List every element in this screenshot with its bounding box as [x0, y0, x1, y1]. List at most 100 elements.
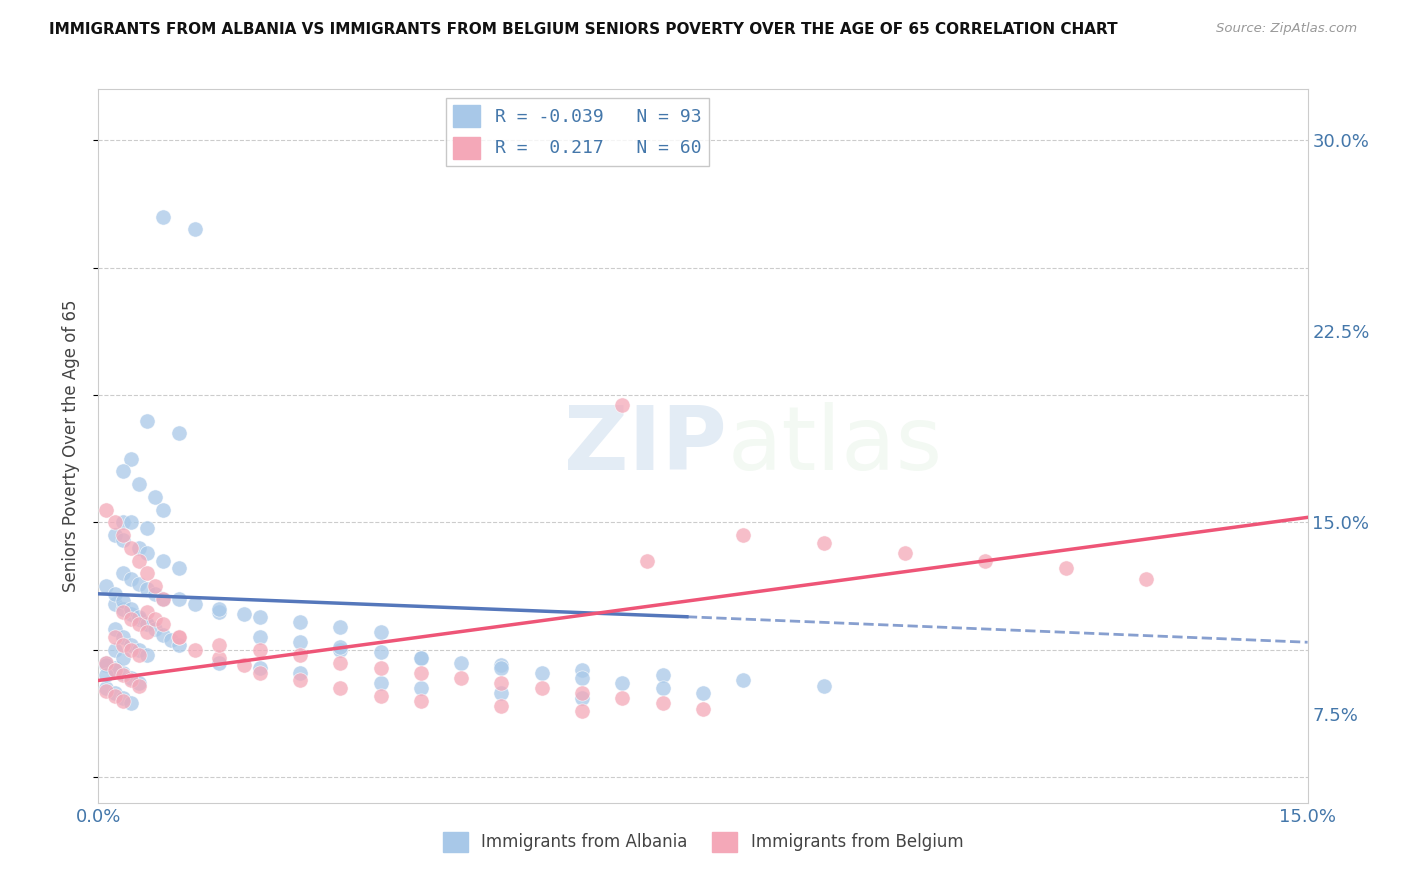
Point	[288, 648, 311, 662]
Point	[128, 609, 150, 624]
Point	[103, 663, 125, 677]
Point	[249, 665, 271, 680]
Point	[612, 691, 634, 706]
Point	[143, 612, 166, 626]
Point	[111, 691, 134, 706]
Point	[692, 686, 714, 700]
Point	[135, 413, 157, 427]
Point	[329, 656, 352, 670]
Point	[329, 643, 352, 657]
Point	[103, 689, 125, 703]
Point	[208, 638, 231, 652]
Point	[96, 683, 118, 698]
Point	[571, 691, 593, 706]
Point	[152, 210, 174, 224]
Point	[491, 658, 513, 673]
Point	[491, 661, 513, 675]
Point	[152, 617, 174, 632]
Point	[288, 673, 311, 688]
Point	[135, 617, 157, 632]
Point	[612, 398, 634, 412]
Point	[167, 630, 190, 644]
Point	[409, 650, 432, 665]
Point	[733, 673, 755, 688]
Point	[152, 591, 174, 606]
Point	[1054, 561, 1077, 575]
Point	[152, 554, 174, 568]
Point	[96, 579, 118, 593]
Point	[120, 643, 142, 657]
Point	[135, 520, 157, 534]
Point	[249, 630, 271, 644]
Point	[135, 582, 157, 596]
Point	[651, 668, 673, 682]
Point	[103, 686, 125, 700]
Point	[184, 643, 207, 657]
Point	[96, 502, 118, 516]
Text: atlas: atlas	[727, 402, 942, 490]
Point	[288, 665, 311, 680]
Point	[409, 650, 432, 665]
Point	[120, 612, 142, 626]
Point	[135, 566, 157, 581]
Point	[120, 516, 142, 530]
Point	[208, 605, 231, 619]
Point	[103, 597, 125, 611]
Point	[128, 643, 150, 657]
Point	[692, 701, 714, 715]
Point	[288, 615, 311, 629]
Point	[571, 663, 593, 677]
Point	[651, 697, 673, 711]
Y-axis label: Seniors Poverty Over the Age of 65: Seniors Poverty Over the Age of 65	[62, 300, 80, 592]
Point	[208, 602, 231, 616]
Point	[491, 698, 513, 713]
Point	[103, 663, 125, 677]
Text: Source: ZipAtlas.com: Source: ZipAtlas.com	[1216, 22, 1357, 36]
Point	[651, 681, 673, 695]
Point	[370, 676, 392, 690]
Point	[120, 671, 142, 685]
Point	[111, 602, 134, 616]
Point	[120, 673, 142, 688]
Point	[128, 679, 150, 693]
Point	[370, 645, 392, 659]
Point	[152, 627, 174, 641]
Point	[184, 597, 207, 611]
Point	[813, 679, 835, 693]
Point	[329, 620, 352, 634]
Point	[103, 516, 125, 530]
Point	[232, 607, 254, 622]
Point	[96, 681, 118, 695]
Point	[370, 689, 392, 703]
Point	[128, 576, 150, 591]
Point	[96, 656, 118, 670]
Legend: Immigrants from Albania, Immigrants from Belgium: Immigrants from Albania, Immigrants from…	[436, 825, 970, 859]
Point	[160, 632, 183, 647]
Point	[409, 665, 432, 680]
Point	[249, 609, 271, 624]
Point	[128, 617, 150, 632]
Point	[103, 661, 125, 675]
Point	[636, 554, 658, 568]
Point	[111, 638, 134, 652]
Point	[184, 222, 207, 236]
Point	[152, 591, 174, 606]
Point	[571, 704, 593, 718]
Point	[135, 617, 157, 632]
Point	[167, 561, 190, 575]
Point	[232, 658, 254, 673]
Point	[208, 656, 231, 670]
Point	[103, 587, 125, 601]
Point	[128, 554, 150, 568]
Point	[120, 541, 142, 555]
Point	[370, 661, 392, 675]
Point	[329, 640, 352, 655]
Point	[120, 697, 142, 711]
Point	[120, 572, 142, 586]
Point	[409, 694, 432, 708]
Point	[167, 638, 190, 652]
Point	[128, 541, 150, 555]
Point	[249, 643, 271, 657]
Point	[103, 528, 125, 542]
Point	[103, 623, 125, 637]
